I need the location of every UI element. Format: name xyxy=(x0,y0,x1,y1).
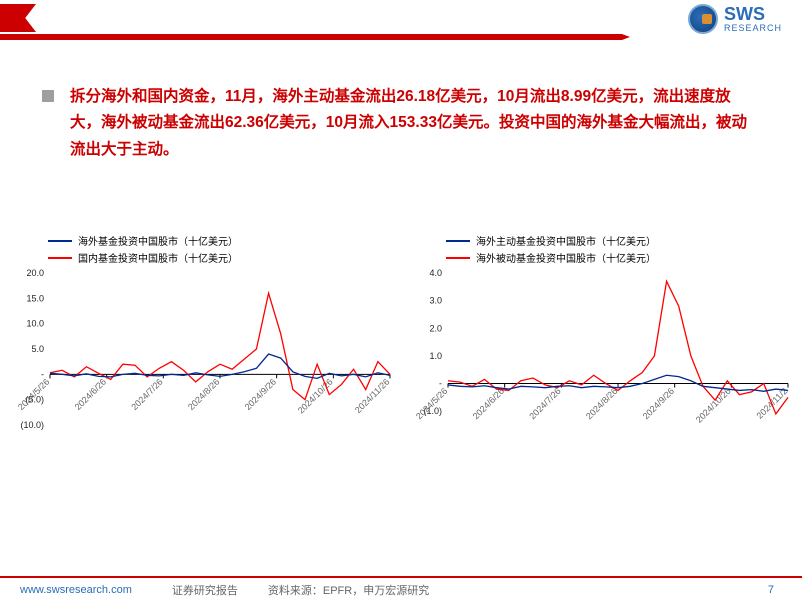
chart-left: 海外基金投资中国股市（十亿美元） 国内基金投资中国股市（十亿美元） (10.0)… xyxy=(8,233,398,485)
svg-text:2024/6/26: 2024/6/26 xyxy=(73,377,108,412)
logo-sub: RESEARCH xyxy=(724,23,782,33)
chart-right: 海外主动基金投资中国股市（十亿美元） 海外被动基金投资中国股市（十亿美元） (1… xyxy=(406,233,796,485)
svg-text:2024/5/26: 2024/5/26 xyxy=(16,377,51,412)
svg-text:15.0: 15.0 xyxy=(26,293,44,303)
legend-label: 国内基金投资中国股市（十亿美元） xyxy=(78,250,238,265)
bullet-icon xyxy=(42,90,54,102)
svg-text:2024/10/26: 2024/10/26 xyxy=(694,386,733,425)
header: SWS RESEARCH xyxy=(0,0,802,44)
svg-text:2024/7/26: 2024/7/26 xyxy=(129,377,164,412)
svg-text:2024/11/26: 2024/11/26 xyxy=(353,377,391,415)
svg-text:4.0: 4.0 xyxy=(429,268,442,278)
svg-text:2024/7/26: 2024/7/26 xyxy=(527,386,562,421)
red-chevron-decor xyxy=(0,4,36,32)
svg-text:10.0: 10.0 xyxy=(26,319,44,329)
red-bar-decor xyxy=(0,34,622,40)
summary-block: 拆分海外和国内资金，11月，海外主动基金流出26.18亿美元，10月流出8.99… xyxy=(70,84,752,163)
footer-label: 证券研究报告 xyxy=(172,582,238,598)
logo-main: SWS xyxy=(724,5,782,23)
svg-text:2024/6/26: 2024/6/26 xyxy=(471,386,506,421)
svg-text:3.0: 3.0 xyxy=(429,296,442,306)
svg-text:1.0: 1.0 xyxy=(429,351,442,361)
legend-label: 海外基金投资中国股市（十亿美元） xyxy=(78,233,238,248)
footer-page: 7 xyxy=(768,584,774,596)
chart-left-legend: 海外基金投资中国股市（十亿美元） 国内基金投资中国股市（十亿美元） xyxy=(48,233,398,265)
svg-text:2024/9/26: 2024/9/26 xyxy=(641,386,676,421)
svg-text:(10.0): (10.0) xyxy=(20,420,44,430)
summary-text: 拆分海外和国内资金，11月，海外主动基金流出26.18亿美元，10月流出8.99… xyxy=(70,88,747,158)
svg-text:20.0: 20.0 xyxy=(26,268,44,278)
footer-source: 资料来源：EPFR，申万宏源研究 xyxy=(268,582,429,598)
svg-text:2024/8/26: 2024/8/26 xyxy=(584,386,619,421)
logo: SWS RESEARCH xyxy=(688,4,782,34)
svg-text:2024/9/26: 2024/9/26 xyxy=(243,377,278,412)
svg-text:2024/8/26: 2024/8/26 xyxy=(186,377,221,412)
chart-right-legend: 海外主动基金投资中国股市（十亿美元） 海外被动基金投资中国股市（十亿美元） xyxy=(446,233,796,265)
logo-icon xyxy=(688,4,718,34)
svg-text:5.0: 5.0 xyxy=(31,344,44,354)
charts-row: 海外基金投资中国股市（十亿美元） 国内基金投资中国股市（十亿美元） (10.0)… xyxy=(0,233,802,485)
footer-url: www.swsresearch.com xyxy=(20,584,132,596)
legend-label: 海外主动基金投资中国股市（十亿美元） xyxy=(476,233,656,248)
footer: www.swsresearch.com 证券研究报告 资料来源：EPFR，申万宏… xyxy=(0,576,802,602)
legend-label: 海外被动基金投资中国股市（十亿美元） xyxy=(476,250,656,265)
svg-text:2.0: 2.0 xyxy=(429,323,442,333)
